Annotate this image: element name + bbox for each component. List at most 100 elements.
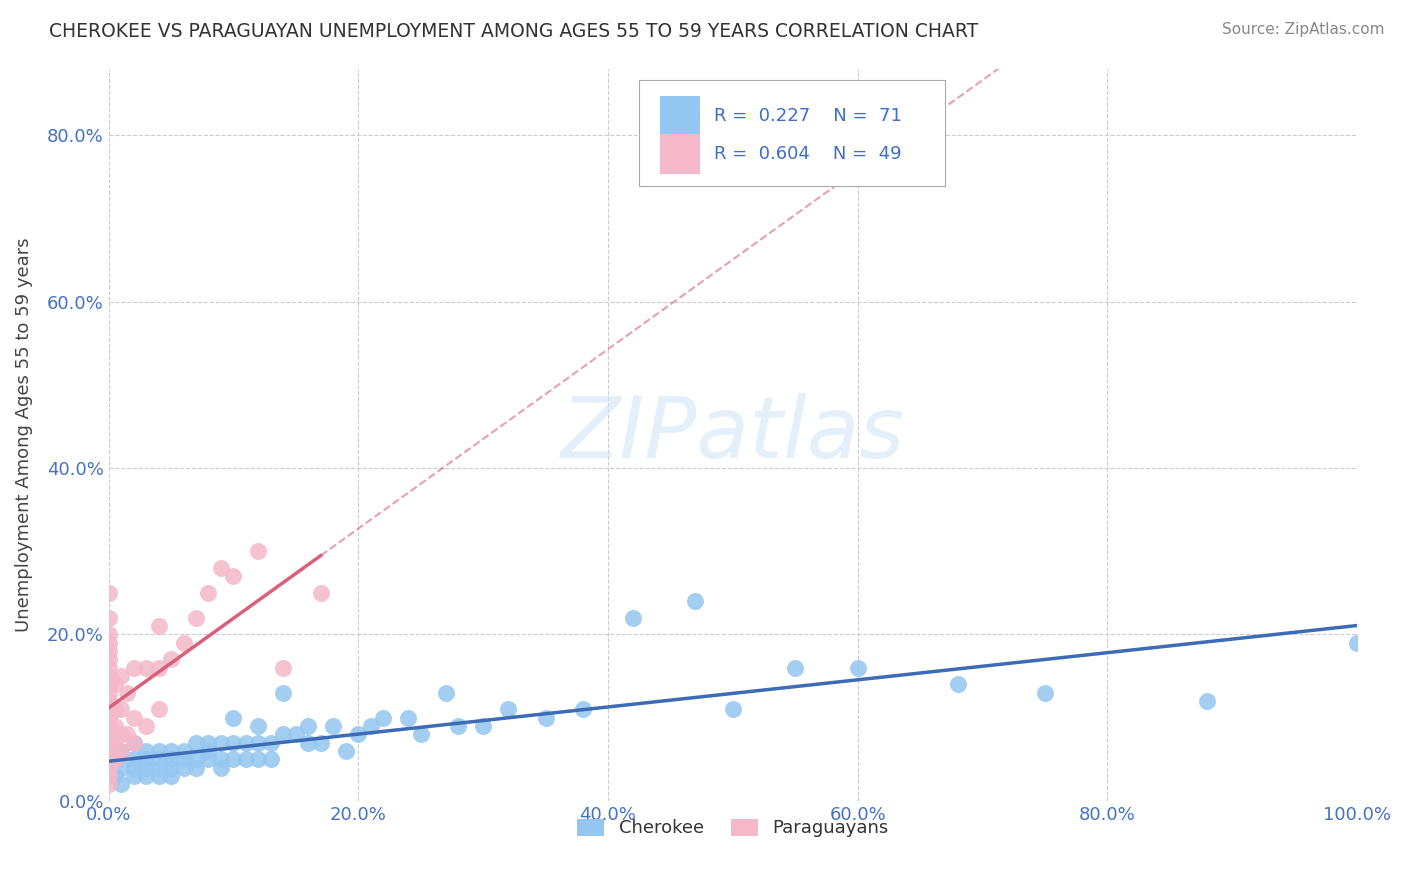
Point bbox=[472, 719, 495, 733]
Point bbox=[160, 769, 183, 783]
Point bbox=[621, 611, 644, 625]
Point bbox=[148, 619, 170, 633]
Point bbox=[209, 561, 232, 575]
Point bbox=[148, 661, 170, 675]
Point bbox=[434, 686, 457, 700]
Point bbox=[97, 586, 120, 600]
FancyBboxPatch shape bbox=[640, 79, 945, 186]
Point bbox=[297, 719, 319, 733]
Point bbox=[197, 736, 219, 750]
Point bbox=[148, 702, 170, 716]
Point bbox=[284, 727, 307, 741]
Text: Source: ZipAtlas.com: Source: ZipAtlas.com bbox=[1222, 22, 1385, 37]
Point bbox=[97, 727, 120, 741]
Point bbox=[222, 736, 245, 750]
Point bbox=[97, 669, 120, 683]
Point bbox=[335, 744, 357, 758]
Bar bbox=[661, 134, 700, 175]
Point bbox=[1033, 686, 1056, 700]
Point bbox=[785, 661, 807, 675]
Point bbox=[247, 736, 270, 750]
Point bbox=[97, 644, 120, 658]
Point bbox=[260, 752, 283, 766]
Point bbox=[197, 752, 219, 766]
Point bbox=[173, 744, 195, 758]
Point bbox=[347, 727, 370, 741]
Point bbox=[97, 694, 120, 708]
Point bbox=[97, 677, 120, 691]
Point bbox=[209, 752, 232, 766]
Point bbox=[373, 711, 395, 725]
Point bbox=[97, 777, 120, 791]
Point bbox=[260, 736, 283, 750]
Point bbox=[247, 752, 270, 766]
Y-axis label: Unemployment Among Ages 55 to 59 years: Unemployment Among Ages 55 to 59 years bbox=[15, 237, 32, 632]
Point bbox=[409, 727, 432, 741]
Point bbox=[396, 711, 419, 725]
Point bbox=[685, 594, 707, 608]
Point bbox=[447, 719, 470, 733]
Point bbox=[135, 752, 157, 766]
Point bbox=[122, 761, 145, 775]
Point bbox=[534, 711, 557, 725]
Point bbox=[148, 752, 170, 766]
Point bbox=[97, 636, 120, 650]
Point bbox=[946, 677, 969, 691]
Point bbox=[110, 744, 132, 758]
Point bbox=[297, 736, 319, 750]
Point bbox=[184, 736, 207, 750]
Point bbox=[135, 769, 157, 783]
Point bbox=[184, 752, 207, 766]
Point bbox=[97, 627, 120, 641]
Point bbox=[110, 777, 132, 791]
Point bbox=[135, 744, 157, 758]
Point bbox=[173, 752, 195, 766]
Point bbox=[110, 727, 132, 741]
Point bbox=[222, 752, 245, 766]
Point bbox=[122, 752, 145, 766]
Point bbox=[197, 586, 219, 600]
Point bbox=[209, 761, 232, 775]
Point bbox=[184, 761, 207, 775]
Text: R =  0.604    N =  49: R = 0.604 N = 49 bbox=[714, 145, 901, 163]
Point bbox=[122, 711, 145, 725]
Point bbox=[273, 686, 295, 700]
Point bbox=[197, 744, 219, 758]
Point bbox=[173, 761, 195, 775]
Point bbox=[110, 761, 132, 775]
Point bbox=[104, 752, 127, 766]
Point bbox=[135, 661, 157, 675]
Point bbox=[135, 719, 157, 733]
Point bbox=[104, 769, 127, 783]
Point bbox=[97, 661, 120, 675]
Point bbox=[160, 752, 183, 766]
Point bbox=[360, 719, 382, 733]
Point bbox=[1346, 636, 1368, 650]
Bar bbox=[661, 95, 700, 136]
Point bbox=[322, 719, 344, 733]
Point bbox=[117, 727, 139, 741]
Point bbox=[235, 736, 257, 750]
Point bbox=[97, 769, 120, 783]
Point bbox=[160, 744, 183, 758]
Legend: Cherokee, Paraguayans: Cherokee, Paraguayans bbox=[569, 812, 896, 845]
Point bbox=[110, 702, 132, 716]
Point bbox=[222, 569, 245, 583]
Point bbox=[160, 761, 183, 775]
Point bbox=[160, 652, 183, 666]
Point bbox=[846, 661, 869, 675]
Point bbox=[1197, 694, 1219, 708]
Point bbox=[97, 736, 120, 750]
Text: CHEROKEE VS PARAGUAYAN UNEMPLOYMENT AMONG AGES 55 TO 59 YEARS CORRELATION CHART: CHEROKEE VS PARAGUAYAN UNEMPLOYMENT AMON… bbox=[49, 22, 979, 41]
Point bbox=[104, 677, 127, 691]
Point bbox=[148, 769, 170, 783]
Text: ZIPatlas: ZIPatlas bbox=[561, 393, 905, 476]
Point bbox=[572, 702, 595, 716]
Point bbox=[110, 669, 132, 683]
Point bbox=[122, 736, 145, 750]
Point bbox=[721, 702, 744, 716]
Point bbox=[247, 544, 270, 558]
Point bbox=[104, 702, 127, 716]
Point bbox=[97, 761, 120, 775]
Point bbox=[247, 719, 270, 733]
